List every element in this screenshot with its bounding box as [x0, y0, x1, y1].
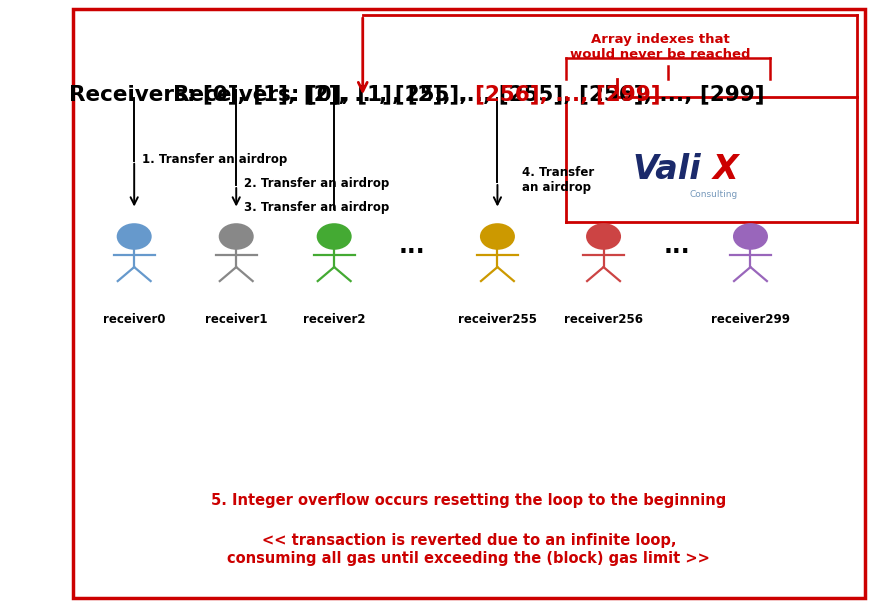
Text: [256], ..., [299]: [256], ..., [299] — [475, 84, 661, 104]
Text: ...: ... — [664, 234, 690, 258]
Circle shape — [587, 224, 620, 249]
Text: 4. Transfer
an airdrop: 4. Transfer an airdrop — [522, 166, 595, 194]
Text: Vali: Vali — [632, 154, 702, 186]
Text: Consulting: Consulting — [689, 190, 738, 198]
Text: 1. Transfer an airdrop: 1. Transfer an airdrop — [142, 152, 288, 166]
Text: 5. Integer overflow occurs resetting the loop to the beginning: 5. Integer overflow occurs resetting the… — [211, 493, 726, 508]
Circle shape — [118, 224, 151, 249]
Circle shape — [734, 224, 766, 249]
Text: receiver256: receiver256 — [564, 313, 643, 325]
Text: Receivers: [0], [1], [2], ..., [255],: Receivers: [0], [1], [2], ..., [255], — [69, 84, 475, 104]
Text: X: X — [713, 154, 738, 186]
Circle shape — [317, 224, 351, 249]
Text: receiver255: receiver255 — [458, 313, 537, 325]
Text: receiver0: receiver0 — [103, 313, 166, 325]
Text: receiver1: receiver1 — [205, 313, 267, 325]
Text: 2. Transfer an airdrop: 2. Transfer an airdrop — [245, 177, 389, 190]
Text: << transaction is reverted due to an infinite loop,
consuming all gas until exce: << transaction is reverted due to an inf… — [227, 533, 710, 566]
Text: receiver299: receiver299 — [711, 313, 790, 325]
Text: 3. Transfer an airdrop: 3. Transfer an airdrop — [245, 201, 389, 214]
Circle shape — [481, 224, 514, 249]
Text: receiver2: receiver2 — [303, 313, 366, 325]
Circle shape — [220, 224, 253, 249]
Text: Array indexes that
would never be reached: Array indexes that would never be reache… — [570, 33, 751, 61]
Text: Receivers: [0], [1], [2], ..., [255], [256], ..., [299]: Receivers: [0], [1], [2], ..., [255], [2… — [173, 84, 765, 104]
Text: ...: ... — [398, 234, 425, 258]
